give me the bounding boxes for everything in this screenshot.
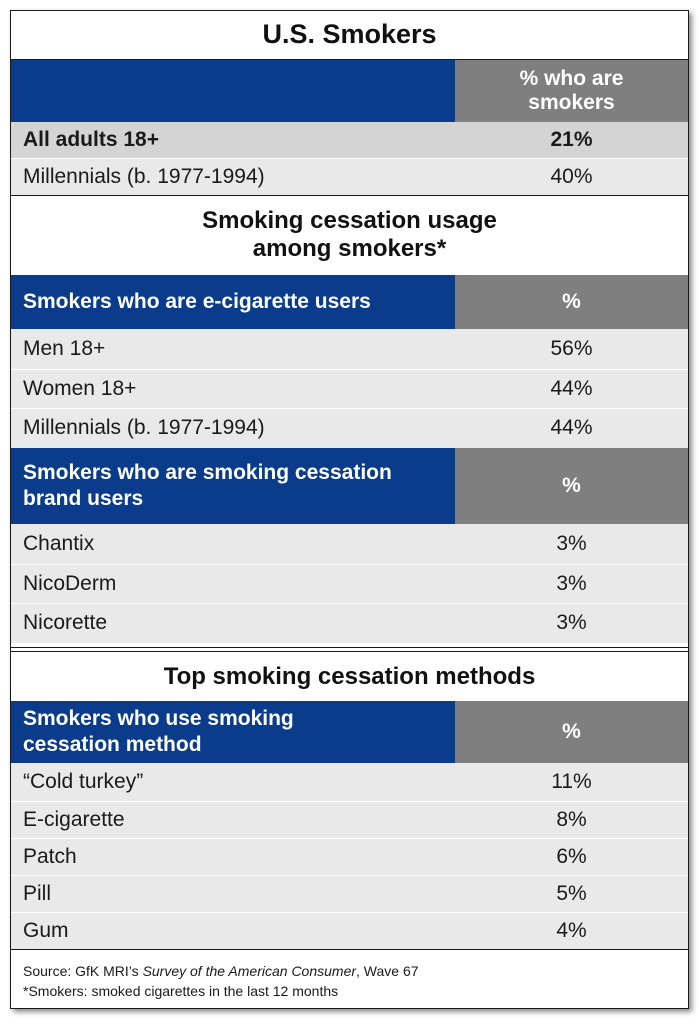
row-value: 4% [556,918,587,942]
section-title-cessation-usage: Smoking cessation usage among smokers* [202,207,497,262]
row-label: Millennials (b. 1977-1994) [23,164,265,188]
row-value: 6% [556,844,587,868]
row-value: 40% [550,164,593,188]
footnote-line: *Smokers: smoked cigarettes in the last … [23,983,339,999]
row-label: Men 18+ [23,337,106,360]
header-label: Smokers who are e-cigarette users [11,275,455,329]
header-percent: % who are smokers [455,60,688,122]
row-label: Nicorette [23,611,108,634]
table-header: Smokers who are smoking cessation brand … [11,448,688,524]
smokers-table-card: U.S. Smokers % who are smokers All adult… [10,10,689,1009]
section-separator [11,647,688,648]
row-label: Millennials (b. 1977-1994) [23,416,265,439]
row-label: E-cigarette [23,807,125,831]
row-value: 44% [550,376,593,400]
table-row: “Cold turkey” 11% [11,763,688,801]
row-label: Gum [23,918,69,942]
row-divider [11,603,688,604]
header-percent: % [455,701,688,763]
row-label: All adults 18+ [23,128,159,151]
source-title: Survey of the American Consumer [142,963,357,979]
header-label: Smokers who use smoking cessation method [11,701,455,763]
table-row: Women 18+ 44% [11,369,688,408]
table-row: Gum 4% [11,912,688,949]
row-value: 11% [551,770,592,793]
source-suffix: , Wave 67 [356,963,419,979]
row-label: NicoDerm [23,571,117,595]
row-value: 21% [550,128,593,151]
table-row: All adults 18+ 21% [11,122,688,158]
row-value: 3% [556,532,587,555]
table-header: Smokers who are e-cigarette users % [11,275,688,329]
row-divider [11,408,688,409]
table-row: Millennials (b. 1977-1994) 44% [11,408,688,448]
header-percent: % [455,448,688,524]
row-divider [11,369,688,370]
table-row: Chantix 3% [11,524,688,564]
row-label: Chantix [23,532,95,555]
section-separator [11,651,688,652]
row-divider [11,875,688,876]
header-label: Smokers who are smoking cessation brand … [11,448,455,524]
source-line: Source: GfK MRI’s Survey of the American… [23,961,419,981]
source-footnote: Source: GfK MRI’s Survey of the American… [23,961,419,1001]
table-row: Patch 6% [11,838,688,875]
table-row: Nicorette 3% [11,603,688,643]
table-row: Pill 5% [11,875,688,912]
row-divider [11,158,688,159]
row-value: 5% [556,881,587,905]
row-divider [11,912,688,913]
header-label [11,60,455,122]
table-header: Smokers who use smoking cessation method… [11,701,688,763]
row-value: 44% [550,416,593,439]
table-header: % who are smokers [11,60,688,122]
row-value: 8% [556,807,587,831]
source-prefix: Source: GfK MRI’s [23,963,143,979]
row-label: Patch [23,844,77,868]
table-row: Men 18+ 56% [11,329,688,369]
section-title-us-smokers: U.S. Smokers [262,19,437,50]
row-divider [11,838,688,839]
row-label: “Cold turkey” [23,770,144,793]
row-value: 3% [556,571,587,595]
section-separator [11,59,688,60]
section-separator [11,949,688,950]
section-title-top-methods: Top smoking cessation methods [163,663,536,691]
table-row: E-cigarette 8% [11,801,688,838]
row-value: 56% [550,337,593,360]
header-percent: % [455,275,688,329]
row-label: Women 18+ [23,376,137,400]
table-row: NicoDerm 3% [11,564,688,603]
row-divider [11,564,688,565]
row-value: 3% [556,611,587,634]
row-label: Pill [23,881,52,905]
table-row: Millennials (b. 1977-1994) 40% [11,158,688,195]
row-divider [11,801,688,802]
section-separator [11,195,688,196]
